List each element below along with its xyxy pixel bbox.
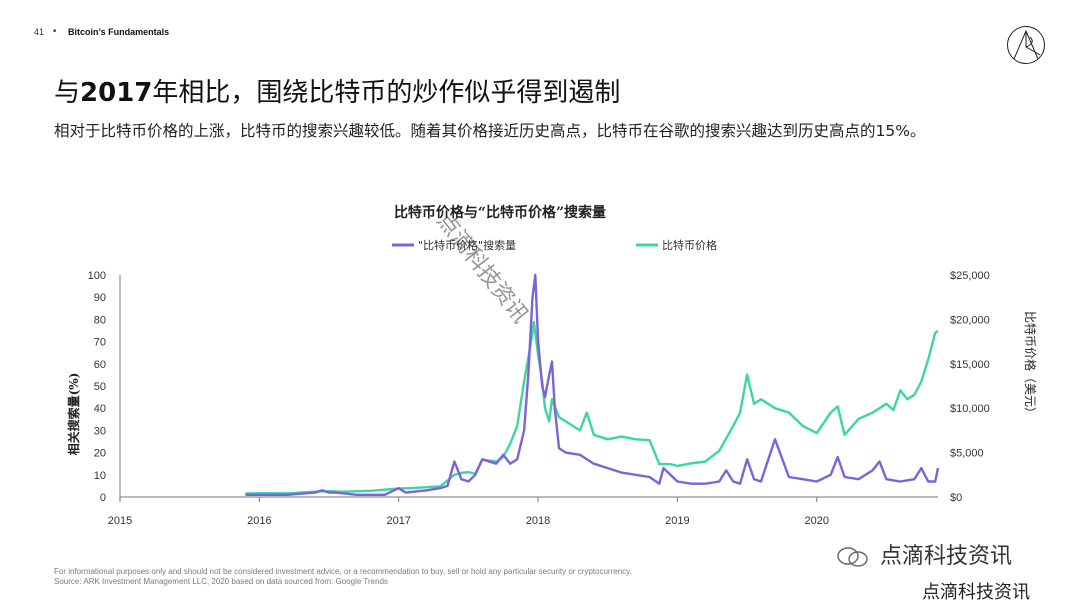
y-right-tick-label: $25,000 bbox=[950, 270, 990, 282]
footnote: For informational purposes only and shou… bbox=[54, 567, 632, 587]
wechat-icon bbox=[837, 547, 868, 567]
slide-title: 与2017年相比，围绕比特币的炒作似乎得到遏制 bbox=[54, 72, 620, 109]
brand-text: 点滴科技资讯 bbox=[922, 582, 1030, 603]
watermark-label: 点滴科技资讯 bbox=[880, 544, 1013, 569]
disclaimer-text: For informational purposes only and shou… bbox=[54, 567, 632, 576]
y-left-axis-label: 相关搜索量(%) bbox=[66, 373, 81, 456]
y-left-tick-label: 70 bbox=[94, 337, 106, 349]
y-left-tick-label: 100 bbox=[88, 270, 106, 282]
y-right-axis-label: 比特币价格（美元） bbox=[1023, 311, 1038, 419]
y-left-tick-label: 10 bbox=[94, 470, 106, 482]
x-tick-label: 2019 bbox=[665, 515, 689, 527]
y-left-tick-label: 60 bbox=[94, 359, 106, 371]
ark-logo-icon bbox=[1007, 26, 1045, 64]
y-left-tick-label: 80 bbox=[94, 314, 106, 326]
x-tick-label: 2016 bbox=[247, 515, 271, 527]
y-left-tick-label: 20 bbox=[94, 448, 106, 460]
y-left-tick-label: 90 bbox=[94, 292, 106, 304]
section-title: Bitcoin’s Fundamentals bbox=[68, 27, 170, 37]
source-text: Source: ARK Investment Management LLC, 2… bbox=[54, 577, 388, 586]
chart-title: 比特币价格与“比特币价格”搜索量 bbox=[394, 204, 606, 221]
page-number: 41 bbox=[34, 27, 45, 37]
x-tick-label: 2020 bbox=[805, 515, 829, 527]
header-separator: • bbox=[52, 27, 58, 37]
watermark-text: 点滴科技资讯 bbox=[880, 538, 1012, 570]
y-right-tick-label: $0 bbox=[950, 492, 962, 504]
legend-bitcoin-price-label: 比特币价格 bbox=[662, 238, 717, 252]
search-volume-series-line bbox=[245, 273, 940, 496]
x-tick-label: 2015 bbox=[108, 515, 132, 527]
title-suffix: 年相比，围绕比特币的炒作似乎得到遏制 bbox=[152, 78, 621, 108]
title-prefix: 与 bbox=[54, 78, 81, 108]
legend-search-volume-label: "比特币价格"搜索量 bbox=[418, 238, 516, 252]
y-left-tick-label: 0 bbox=[100, 492, 106, 504]
x-tick-label: 2017 bbox=[386, 515, 410, 527]
y-left-tick-label: 30 bbox=[94, 425, 106, 437]
chart-series bbox=[245, 273, 940, 496]
chart-axes: 0 10 20 30 40 50 60 70 80 90 100 $0 $5,000 $10,000 $15… bbox=[88, 270, 990, 527]
y-left-tick-label: 40 bbox=[94, 403, 106, 415]
y-right-tick-label: $15,000 bbox=[950, 359, 990, 371]
title-year: 2017 bbox=[80, 78, 153, 108]
bitcoin-price-series-line bbox=[245, 320, 939, 495]
y-right-tick-label: $5,000 bbox=[950, 448, 984, 460]
y-right-tick-label: $10,000 bbox=[950, 403, 990, 415]
y-left-tick-label: 50 bbox=[94, 381, 106, 393]
slide-subtitle: 相对于比特币价格的上涨，比特币的搜索兴趣较低。随着其价格接近历史高点，比特币在谷… bbox=[54, 122, 926, 140]
chart-legend: "比特币价格"搜索量 比特币价格 bbox=[392, 238, 717, 252]
x-tick-label: 2018 bbox=[526, 515, 550, 527]
y-right-tick-label: $20,000 bbox=[950, 314, 990, 326]
